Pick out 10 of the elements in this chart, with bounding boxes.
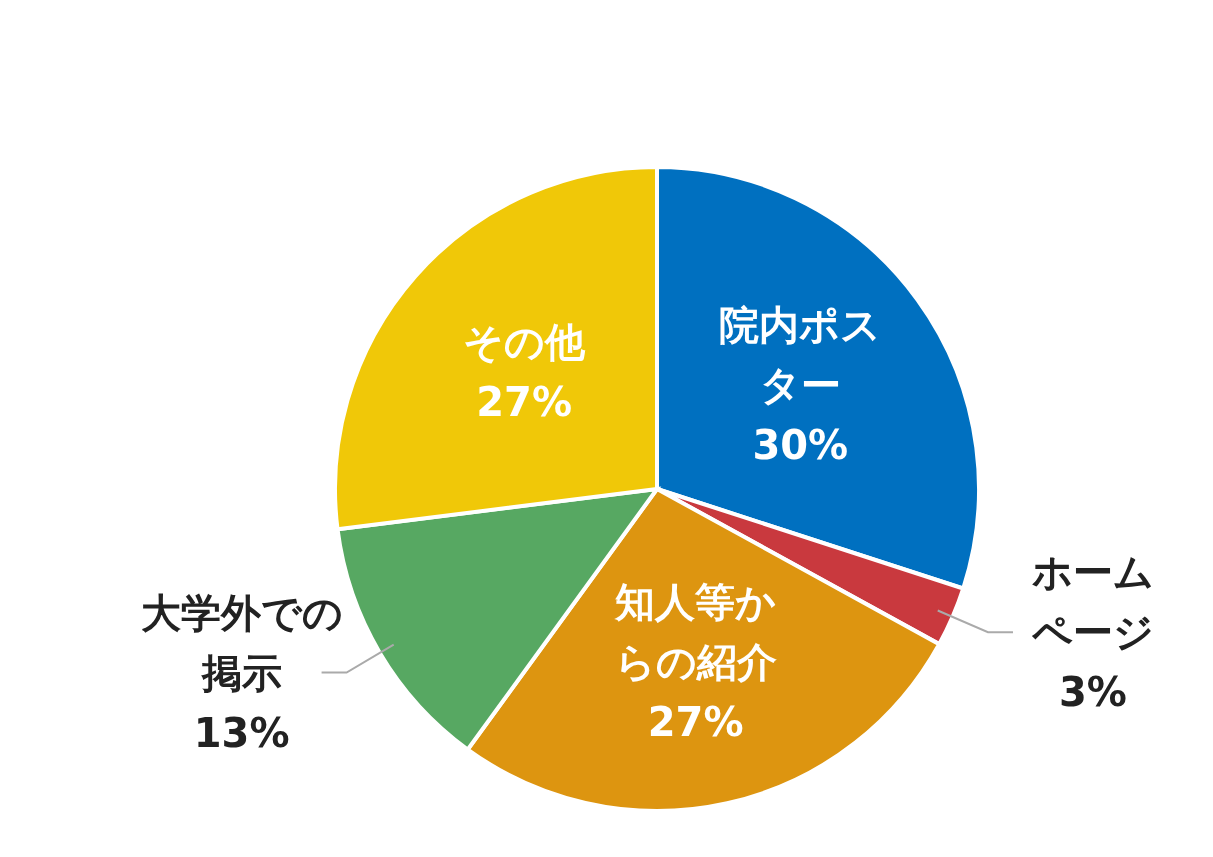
slice-label: 大学外での掲示: [140, 589, 343, 696]
data-label: 3%: [1059, 669, 1127, 716]
slice-label: 院内ポスター: [719, 301, 882, 408]
data-label: 27%: [476, 378, 573, 425]
data-label: 30%: [752, 421, 849, 468]
slice-label: その他: [463, 318, 587, 365]
data-label: 13%: [193, 709, 290, 756]
slice-label: ホームページ: [1030, 549, 1154, 656]
slice-label: 知人等からの紹介: [614, 578, 777, 685]
data-label: 27%: [647, 698, 744, 745]
